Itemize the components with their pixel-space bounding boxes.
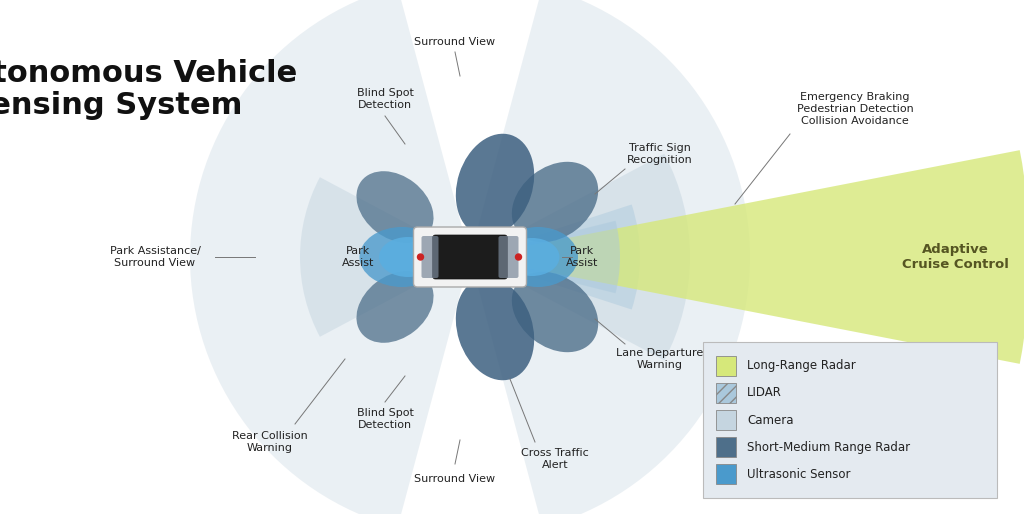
Text: Rear Collision
Warning: Rear Collision Warning (232, 431, 308, 453)
Ellipse shape (359, 227, 444, 287)
Ellipse shape (456, 134, 535, 236)
Text: LIDAR: LIDAR (746, 387, 782, 399)
Wedge shape (470, 154, 690, 360)
Text: Cross Traffic
Alert: Cross Traffic Alert (521, 448, 589, 470)
Text: Camera: Camera (746, 413, 794, 427)
Ellipse shape (498, 227, 578, 287)
FancyBboxPatch shape (716, 437, 736, 457)
Ellipse shape (356, 271, 433, 343)
Wedge shape (470, 150, 1024, 364)
Wedge shape (470, 0, 750, 514)
FancyBboxPatch shape (432, 235, 508, 279)
Ellipse shape (379, 237, 437, 277)
Text: Blind Spot
Detection: Blind Spot Detection (356, 408, 414, 430)
Wedge shape (190, 0, 470, 514)
FancyBboxPatch shape (422, 236, 438, 278)
Text: Park Assistance/
Surround View: Park Assistance/ Surround View (110, 246, 201, 268)
FancyBboxPatch shape (499, 236, 518, 278)
FancyBboxPatch shape (716, 464, 736, 484)
Text: Traffic Sign
Recognition: Traffic Sign Recognition (627, 143, 693, 165)
Text: Ultrasonic Sensor: Ultrasonic Sensor (746, 468, 851, 481)
Text: Surround View: Surround View (415, 37, 496, 47)
Text: Blind Spot
Detection: Blind Spot Detection (356, 88, 414, 110)
Ellipse shape (456, 278, 535, 380)
Text: Emergency Braking
Pedestrian Detection
Collision Avoidance: Emergency Braking Pedestrian Detection C… (797, 93, 913, 125)
Text: Park
Assist: Park Assist (566, 246, 598, 268)
Text: Long-Range Radar: Long-Range Radar (746, 359, 856, 373)
Ellipse shape (512, 272, 598, 352)
Text: Adaptive
Cruise Control: Adaptive Cruise Control (901, 243, 1009, 271)
FancyBboxPatch shape (414, 227, 526, 287)
FancyBboxPatch shape (716, 410, 736, 430)
Text: Short-Medium Range Radar: Short-Medium Range Radar (746, 440, 910, 453)
FancyBboxPatch shape (716, 356, 736, 376)
Circle shape (418, 254, 424, 260)
Ellipse shape (356, 171, 433, 243)
Ellipse shape (512, 162, 598, 242)
FancyBboxPatch shape (716, 383, 736, 403)
Text: Surround View: Surround View (415, 474, 496, 484)
Text: Park
Assist: Park Assist (342, 246, 374, 268)
Circle shape (515, 254, 521, 260)
Wedge shape (470, 205, 640, 309)
FancyBboxPatch shape (703, 342, 997, 498)
Ellipse shape (505, 238, 559, 276)
Wedge shape (470, 221, 620, 293)
Text: Lane Departure
Warning: Lane Departure Warning (616, 348, 703, 370)
Wedge shape (300, 177, 470, 337)
Text: Autonomous Vehicle
  Sensing System: Autonomous Vehicle Sensing System (0, 59, 297, 120)
